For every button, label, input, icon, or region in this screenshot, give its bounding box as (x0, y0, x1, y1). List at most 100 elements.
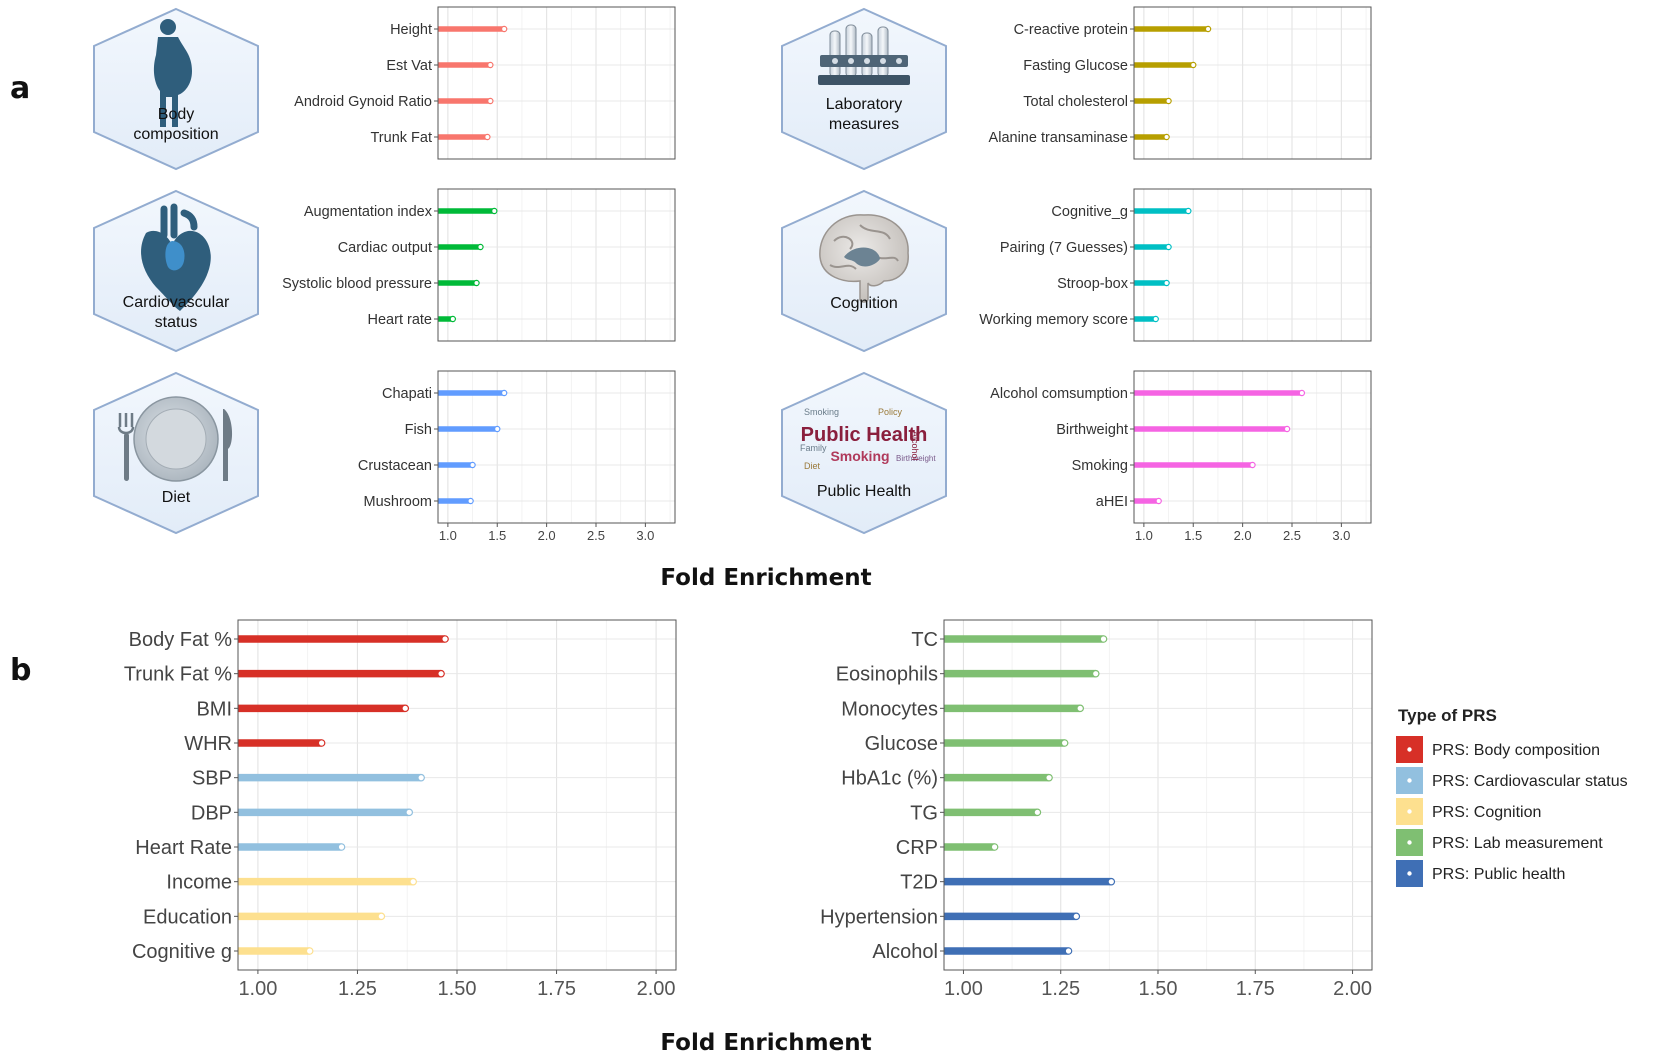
bar-end-point (1185, 207, 1192, 215)
bar-end-point (1072, 912, 1081, 921)
bar-end-point (405, 808, 414, 817)
chart-4: Chapati Fish Crustacean Mushroom 1.0 1.5 2.0 2.… (358, 370, 676, 543)
legend-swatch-dot (1407, 778, 1412, 783)
legend-label: PRS: Cardiovascular status (1432, 773, 1628, 790)
category-label: Cardiac output (338, 240, 432, 256)
category-label: Heart rate (368, 312, 432, 328)
cloud-word: Smoking (830, 448, 889, 464)
x-tick-label: 2.0 (1234, 528, 1252, 543)
cloud-word: Diet (804, 461, 821, 471)
cloud-word: Alcohol (910, 431, 920, 461)
chart-7: TC Eosinophils Monocytes Glucose HbA1c (%) TG… (820, 619, 1373, 1000)
category-label: WHR (184, 733, 232, 755)
bar-end-point (317, 739, 326, 747)
category-label: Chapati (382, 386, 432, 402)
chart-5: Alcohol comsumption Birthweight Smoking aHE… (990, 370, 1372, 543)
hex-title-line: Laboratory (826, 96, 903, 113)
legend-swatch-dot (1407, 809, 1412, 814)
hex-title-line: Public Health (817, 483, 911, 500)
prs-legend: Type of PRS PRS: Body composition PRS: Ca… (1396, 706, 1628, 887)
category-label: Working memory score (979, 312, 1128, 328)
hex-shape (781, 371, 947, 535)
word-cloud-icon: Smoking Policy Public Health Smoking Bir… (800, 407, 936, 471)
cloud-word: Policy (878, 407, 903, 417)
x-tick-label: 1.0 (1135, 528, 1153, 543)
category-label: Trunk Fat (370, 130, 432, 146)
category-label: CRP (896, 837, 938, 859)
hex-title-line: measures (829, 116, 899, 133)
plot-frame (437, 370, 676, 524)
bar-end-point (1163, 133, 1170, 141)
cloud-word: Family (800, 443, 827, 453)
x-tick-label: 1.50 (438, 978, 477, 1000)
plot-area (438, 189, 675, 341)
bar-end-point (1155, 497, 1162, 505)
bar-end-point (491, 207, 498, 215)
hex-badge-cardiovascular-status: Cardiovascular status (93, 189, 259, 353)
panel-b-letter: b (10, 653, 31, 688)
hex-badge-cognition: Cognition (781, 189, 947, 353)
x-tick-label: 2.00 (1333, 978, 1372, 1000)
bar-end-point (500, 25, 508, 33)
hex-title-line: Cardiovascular (123, 294, 230, 311)
category-label: Income (166, 872, 232, 894)
bar-end-point (1091, 669, 1100, 678)
panel-a-charts: Height Est Vat Android Gynoid Ratio Trunk F… (282, 6, 1372, 543)
test-tubes-icon (818, 24, 910, 85)
category-label: Est Vat (386, 58, 432, 74)
bar-end-point (494, 425, 501, 433)
bar-end-point (437, 669, 445, 678)
category-label: Augmentation index (304, 204, 433, 220)
category-label: Alcohol comsumption (990, 386, 1128, 402)
x-tick-label: 1.50 (1139, 978, 1178, 1000)
bar-end-point (417, 773, 425, 782)
plot-frame (437, 6, 676, 160)
category-label: Body Fat % (129, 629, 233, 651)
chart-1: C-reactive protein Fasting Glucose Total c… (989, 6, 1372, 160)
x-tick-label: 2.5 (587, 528, 605, 543)
bar-end-point (1076, 704, 1084, 713)
chart-3: Cognitive_g Pairing (7 Guesses) Stroop-box… (979, 188, 1372, 342)
bar-end-point (1298, 389, 1306, 397)
plot-area (1134, 7, 1371, 159)
bar-end-point (441, 635, 449, 643)
bar-end-point (487, 97, 494, 105)
category-label: Crustacean (358, 458, 432, 474)
legend-swatch-dot (1407, 871, 1412, 876)
x-tick-label: 3.0 (636, 528, 654, 543)
body-silhouette-icon (153, 19, 192, 127)
legend-label: PRS: Public health (1432, 866, 1565, 883)
bar-end-point (1165, 97, 1172, 105)
category-label: C-reactive protein (1014, 22, 1128, 38)
bar-end-point (449, 315, 457, 323)
bar-end-point (477, 243, 484, 251)
cloud-word: Public Health (801, 424, 928, 446)
cloud-word: Smoking (804, 407, 839, 417)
category-label: DBP (191, 802, 232, 824)
hex-title-line: composition (133, 126, 218, 143)
bar-end-point (1190, 61, 1197, 69)
hex-title-line: Cognition (830, 295, 898, 312)
hex-title-line: Diet (162, 489, 191, 506)
category-label: Trunk Fat % (124, 664, 232, 686)
category-label: Height (390, 22, 432, 38)
bar-end-point (401, 704, 410, 713)
hex-badge-public-health: Smoking Policy Public Health Smoking Bir… (781, 371, 947, 535)
bar-end-point (337, 843, 346, 851)
panel-a-letter: a (10, 71, 30, 106)
bar-end-point (1045, 773, 1053, 782)
x-tick-label: 1.5 (488, 528, 506, 543)
bar-end-point (484, 133, 491, 141)
plot-area (1134, 371, 1371, 523)
plot-frame (1133, 6, 1372, 160)
hex-shape (781, 7, 947, 171)
legend-label: PRS: Lab measurement (1432, 835, 1603, 852)
x-tick-label: 1.75 (1236, 978, 1275, 1000)
bar-end-point (990, 843, 999, 851)
bar-end-point (1033, 808, 1042, 817)
chart-2: Augmentation index Cardiac output Systolic… (282, 188, 676, 342)
category-label: BMI (196, 698, 232, 720)
plot-frame (1133, 370, 1372, 524)
legend-title: Type of PRS (1398, 706, 1497, 725)
bar-end-point (500, 389, 508, 397)
